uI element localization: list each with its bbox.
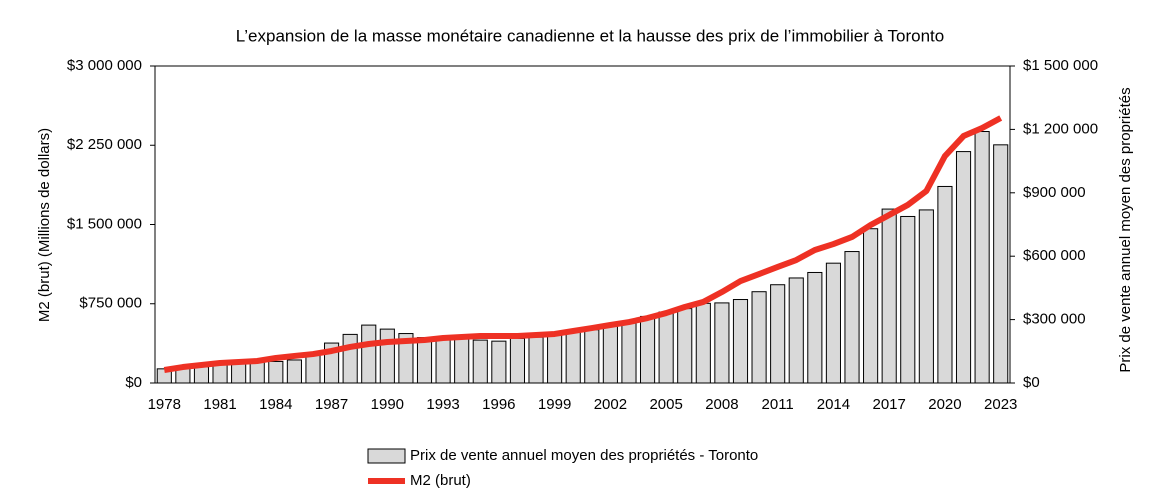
bar bbox=[900, 215, 916, 384]
y2-tick-label: $300 000 bbox=[1023, 311, 1086, 328]
x-tick-label: 1984 bbox=[259, 396, 292, 413]
bar bbox=[509, 337, 526, 384]
x-tick-label: 2008 bbox=[705, 396, 738, 413]
y-tick-label: $0 bbox=[125, 374, 142, 391]
x-tick-label: 2014 bbox=[817, 396, 850, 413]
bar bbox=[807, 271, 823, 384]
y2-tick-label: $1 500 000 bbox=[1023, 57, 1098, 74]
x-tick-label: 1996 bbox=[482, 396, 515, 413]
bar bbox=[231, 362, 247, 384]
x-tick-label: 1987 bbox=[315, 396, 348, 413]
x-tick-label: 2011 bbox=[762, 396, 794, 413]
y2-tick-label: $0 bbox=[1023, 374, 1040, 391]
bar bbox=[825, 262, 841, 384]
bar bbox=[974, 131, 990, 384]
bar bbox=[770, 284, 786, 384]
plot-frame bbox=[154, 65, 1011, 384]
bar bbox=[193, 366, 210, 384]
x-tick-label: 2005 bbox=[649, 396, 682, 413]
chart-title: L’expansion de la masse monétaire canadi… bbox=[236, 26, 944, 45]
bar bbox=[732, 299, 749, 384]
y2-tick-label: $1 200 000 bbox=[1023, 120, 1098, 137]
legend-label: Prix de vente annuel moyen des propriété… bbox=[410, 447, 758, 464]
bar bbox=[639, 315, 656, 384]
bar bbox=[677, 308, 693, 384]
x-tick-label: 2020 bbox=[928, 396, 961, 413]
bar bbox=[881, 208, 897, 384]
bar bbox=[305, 353, 321, 384]
bar bbox=[416, 337, 433, 384]
bar bbox=[844, 251, 860, 384]
bar bbox=[547, 334, 563, 384]
bar bbox=[565, 331, 581, 384]
bar bbox=[342, 333, 358, 384]
y-tick-label: $1 500 000 bbox=[67, 215, 142, 232]
x-tick-label: 1978 bbox=[148, 396, 181, 413]
x-tick-label: 1981 bbox=[203, 396, 236, 413]
x-tick-label: 2023 bbox=[984, 396, 1017, 413]
y2-tick-label: $600 000 bbox=[1023, 247, 1086, 264]
bar bbox=[695, 302, 711, 384]
y-tick-label: $750 000 bbox=[79, 295, 142, 312]
legend-swatch bbox=[367, 448, 406, 464]
bar bbox=[249, 360, 265, 384]
bar bbox=[937, 185, 953, 384]
bar bbox=[751, 291, 767, 384]
bar bbox=[286, 359, 302, 384]
bar bbox=[268, 360, 284, 384]
x-tick-label: 2002 bbox=[594, 396, 627, 413]
bar bbox=[584, 329, 600, 384]
x-tick-label: 2017 bbox=[872, 396, 905, 413]
y2-axis-title: Prix de vente annuel moyen des propriété… bbox=[1117, 87, 1134, 372]
x-tick-label: 1999 bbox=[538, 396, 571, 413]
bar bbox=[491, 340, 507, 384]
bar bbox=[454, 338, 470, 384]
bar bbox=[993, 144, 1009, 384]
bar bbox=[863, 228, 879, 384]
bar bbox=[379, 328, 395, 384]
bar bbox=[918, 209, 934, 384]
legend-label: M2 (brut) bbox=[410, 472, 471, 489]
y-tick-label: $2 250 000 bbox=[67, 136, 142, 153]
y2-tick-label: $900 000 bbox=[1023, 184, 1086, 201]
bar bbox=[621, 320, 637, 384]
bar bbox=[435, 338, 451, 384]
bar bbox=[528, 336, 544, 384]
bar bbox=[602, 324, 618, 384]
bar bbox=[212, 363, 228, 384]
line bbox=[163, 115, 1003, 373]
x-tick-label: 1993 bbox=[426, 396, 459, 413]
bar bbox=[361, 324, 377, 384]
x-tick-label: 1990 bbox=[371, 396, 404, 413]
bar bbox=[714, 302, 730, 384]
y-axis-title: M2 (brut) (Millions de dollars) bbox=[36, 128, 53, 322]
bar bbox=[472, 339, 488, 384]
bar bbox=[955, 151, 972, 384]
bar bbox=[658, 311, 674, 384]
bar bbox=[788, 277, 804, 384]
y-tick-label: $3 000 000 bbox=[67, 57, 142, 74]
